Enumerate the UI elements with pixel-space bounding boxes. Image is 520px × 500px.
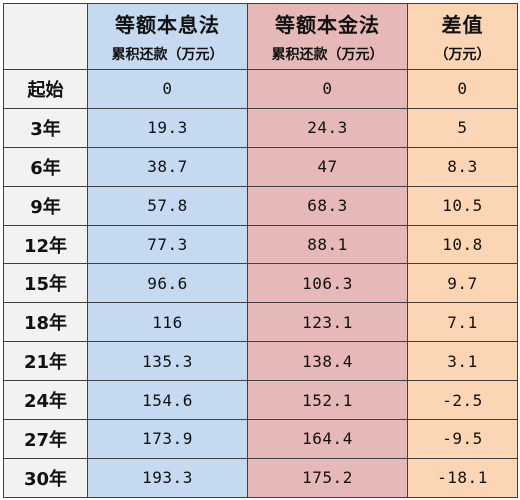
- equal-installment-value-cell: 96.6: [87, 263, 248, 304]
- row-label-cell: 15年: [3, 263, 88, 304]
- header-difference: 差值 （万元）: [407, 3, 518, 70]
- difference-value-cell: 10.8: [407, 224, 518, 265]
- equal-principal-value-cell: 106.3: [247, 263, 408, 304]
- equal-principal-value-cell: 123.1: [247, 302, 408, 343]
- equal-installment-value-cell: 38.7: [87, 146, 248, 187]
- header-difference-subtitle: （万元）: [434, 47, 491, 63]
- difference-value-cell: 0: [407, 69, 518, 109]
- equal-installment-value-cell: 57.8: [87, 185, 248, 226]
- header-equal-principal: 等额本金法 累积还款（万元）: [247, 3, 408, 70]
- equal-principal-value-cell: 47: [247, 146, 408, 187]
- equal-principal-value-cell: 175.2: [247, 457, 408, 498]
- table-row: 21年 135.3 138.4 3.1: [3, 341, 518, 382]
- difference-value-cell: 8.3: [407, 146, 518, 187]
- equal-principal-value-cell: 152.1: [247, 380, 408, 421]
- header-equal-installment-title: 等额本息法: [115, 13, 220, 37]
- difference-value-cell: 10.5: [407, 185, 518, 226]
- row-label-cell: 起始: [3, 69, 88, 109]
- equal-principal-value-cell: 68.3: [247, 185, 408, 226]
- equal-installment-value-cell: 0: [87, 69, 248, 109]
- equal-principal-value-cell: 88.1: [247, 224, 408, 265]
- row-label-cell: 18年: [3, 302, 88, 343]
- difference-value-cell: 7.1: [407, 302, 518, 343]
- header-difference-title: 差值: [441, 13, 484, 37]
- table-row: 起始 0 0 0: [3, 69, 518, 109]
- table-row: 18年 116 123.1 7.1: [3, 302, 518, 343]
- header-equal-principal-title: 等额本金法: [275, 13, 380, 37]
- table-row: 3年 19.3 24.3 5: [3, 107, 518, 148]
- equal-installment-value-cell: 116: [87, 302, 248, 343]
- table-row: 6年 38.7 47 8.3: [3, 146, 518, 187]
- difference-value-cell: 5: [407, 107, 518, 148]
- equal-installment-value-cell: 135.3: [87, 341, 248, 382]
- difference-value-cell: -9.5: [407, 419, 518, 459]
- table-row: 24年 154.6 152.1 -2.5: [3, 380, 518, 421]
- header-corner-cell: [3, 3, 88, 70]
- header-equal-installment-subtitle: 累积还款（万元）: [111, 47, 224, 63]
- difference-value-cell: -18.1: [407, 457, 518, 498]
- equal-installment-value-cell: 193.3: [87, 457, 248, 498]
- header-equal-principal-subtitle: 累积还款（万元）: [271, 47, 384, 63]
- difference-value-cell: 9.7: [407, 263, 518, 304]
- row-label-cell: 6年: [3, 146, 88, 187]
- table-row: 27年 173.9 164.4 -9.5: [3, 419, 518, 459]
- equal-principal-value-cell: 138.4: [247, 341, 408, 382]
- equal-installment-value-cell: 77.3: [87, 224, 248, 265]
- equal-principal-value-cell: 0: [247, 69, 408, 109]
- comparison-table-container: 等额本息法 累积还款（万元） 等额本金法 累积还款（万元） 差值 （万元） 起始…: [3, 3, 518, 498]
- equal-installment-value-cell: 154.6: [87, 380, 248, 421]
- equal-installment-value-cell: 173.9: [87, 419, 248, 459]
- row-label-cell: 3年: [3, 107, 88, 148]
- equal-principal-value-cell: 164.4: [247, 419, 408, 459]
- difference-value-cell: -2.5: [407, 380, 518, 421]
- table-row: 30年 193.3 175.2 -18.1: [3, 457, 518, 498]
- row-label-cell: 24年: [3, 380, 88, 421]
- header-equal-installment: 等额本息法 累积还款（万元）: [87, 3, 248, 70]
- table-body: 等额本息法 累积还款（万元） 等额本金法 累积还款（万元） 差值 （万元） 起始…: [3, 3, 518, 498]
- row-label-cell: 12年: [3, 224, 88, 265]
- header-row: 等额本息法 累积还款（万元） 等额本金法 累积还款（万元） 差值 （万元）: [3, 3, 518, 70]
- table-row: 12年 77.3 88.1 10.8: [3, 224, 518, 265]
- equal-installment-value-cell: 19.3: [87, 107, 248, 148]
- table-row: 15年 96.6 106.3 9.7: [3, 263, 518, 304]
- table-row: 9年 57.8 68.3 10.5: [3, 185, 518, 226]
- row-label-cell: 21年: [3, 341, 88, 382]
- difference-value-cell: 3.1: [407, 341, 518, 382]
- equal-principal-value-cell: 24.3: [247, 107, 408, 148]
- repayment-comparison-table: 等额本息法 累积还款（万元） 等额本金法 累积还款（万元） 差值 （万元） 起始…: [3, 3, 518, 498]
- row-label-cell: 27年: [3, 419, 88, 459]
- row-label-cell: 9年: [3, 185, 88, 226]
- row-label-cell: 30年: [3, 457, 88, 498]
